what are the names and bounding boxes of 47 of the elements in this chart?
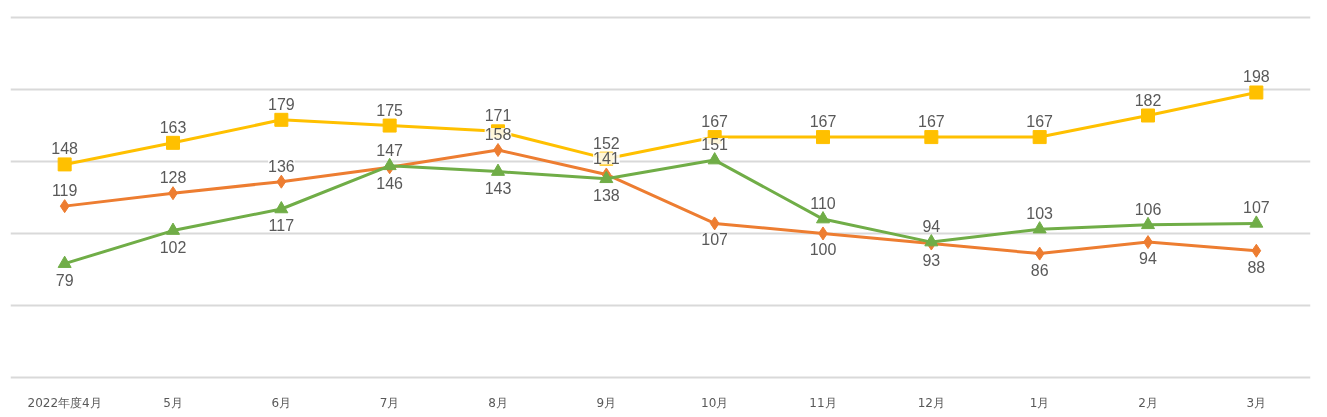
data-label: 179 <box>267 95 295 113</box>
data-label: 119 <box>51 182 78 200</box>
x-tick-label: 9月 <box>596 395 617 410</box>
data-label: 138 <box>592 186 620 204</box>
data-label: 175 <box>376 101 404 119</box>
data-label: 158 <box>484 126 512 144</box>
data-label: 107 <box>701 231 729 249</box>
data-label: 100 <box>809 241 837 259</box>
x-tick-label: 12月 <box>917 395 945 410</box>
x-tick-label: 3月 <box>1246 395 1267 410</box>
data-label: 136 <box>267 157 295 175</box>
data-label: 163 <box>159 118 187 136</box>
data-label: 147 <box>376 141 404 159</box>
x-tick-label: 1月 <box>1029 395 1050 410</box>
data-label: 106 <box>1134 200 1162 218</box>
x-tick-label: 10月 <box>701 395 729 410</box>
data-label: 107 <box>1242 199 1270 217</box>
data-label: 152 <box>592 134 620 152</box>
data-label: 148 <box>51 140 79 158</box>
x-tick-label: 11月 <box>809 395 837 410</box>
x-tick-label: 7月 <box>379 395 400 410</box>
data-label: 102 <box>159 238 187 256</box>
data-label: 167 <box>917 113 945 131</box>
data-label: 151 <box>701 136 729 154</box>
data-label: 86 <box>1030 261 1049 279</box>
data-label: 146 <box>376 175 404 193</box>
data-label: 94 <box>1139 250 1157 268</box>
data-label: 171 <box>484 107 512 125</box>
x-tick-label: 5月 <box>163 395 183 410</box>
data-label: 143 <box>484 179 512 197</box>
data-label: 103 <box>1026 205 1054 223</box>
data-label: 167 <box>1026 113 1054 131</box>
data-label: 93 <box>922 251 941 269</box>
x-tick-label: 2月 <box>1138 395 1158 410</box>
data-label: 94 <box>922 218 941 236</box>
data-label: 79 <box>55 271 74 289</box>
data-label: 128 <box>159 169 187 187</box>
data-label: 110 <box>810 195 836 213</box>
x-tick-label: 8月 <box>488 395 508 410</box>
data-label: 198 <box>1242 68 1270 86</box>
x-tick-label: 6月 <box>271 395 292 410</box>
data-label: 182 <box>1134 91 1162 109</box>
data-label: 117 <box>268 217 295 235</box>
data-label: 167 <box>809 113 837 131</box>
x-tick-label: 2022年度4月 <box>27 395 102 410</box>
data-label: 88 <box>1247 258 1266 276</box>
data-label: 167 <box>701 113 729 131</box>
